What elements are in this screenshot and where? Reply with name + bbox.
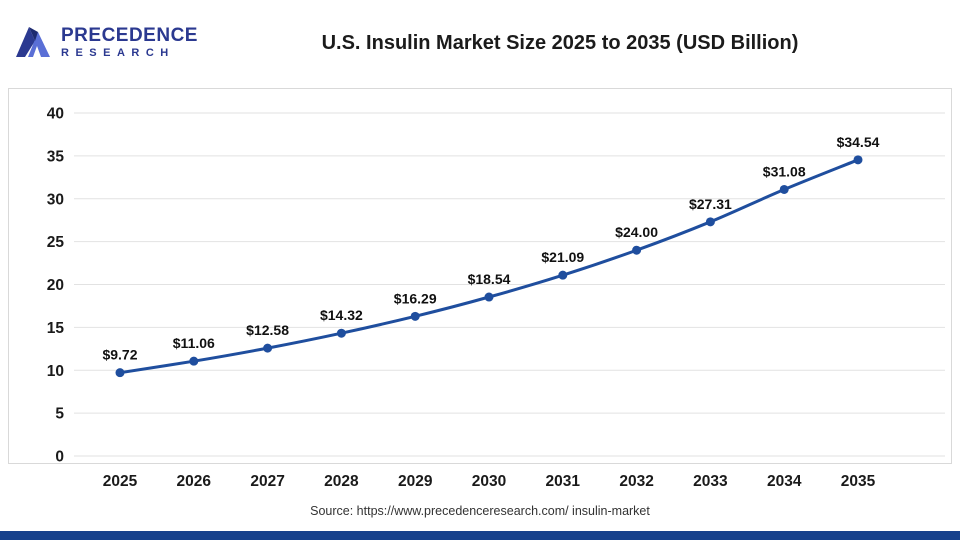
data-point-marker (779, 184, 789, 194)
y-axis-label: 15 (47, 320, 65, 337)
x-axis-label: 2035 (841, 473, 876, 490)
bottom-accent-bar (0, 531, 960, 540)
x-axis-label: 2031 (546, 473, 581, 490)
data-point-label: $18.54 (468, 271, 511, 287)
x-axis-label: 2028 (324, 473, 359, 490)
y-axis-label: 0 (55, 449, 64, 466)
y-axis-label: 30 (47, 191, 64, 208)
market-size-line-chart: 0510152025303540$9.722025$11.062026$12.5… (8, 88, 952, 490)
x-axis-label: 2025 (103, 473, 138, 490)
data-point-label: $14.32 (320, 307, 363, 323)
y-axis-label: 20 (47, 277, 64, 294)
x-axis-label: 2029 (398, 473, 433, 490)
logo-mark-icon (16, 27, 50, 57)
series-line (118, 158, 860, 375)
data-point-label: $27.31 (689, 196, 732, 212)
data-point-marker (484, 292, 494, 302)
y-axis-label: 10 (47, 363, 64, 380)
y-axis-label: 35 (47, 148, 65, 165)
x-axis-label: 2026 (177, 473, 212, 490)
logo-text: PRECEDENCE RESEARCH (61, 26, 198, 59)
y-axis-label: 40 (47, 106, 64, 123)
y-axis-label: 25 (47, 234, 65, 251)
data-point-label: $11.06 (173, 335, 215, 351)
x-axis-label: 2032 (619, 473, 653, 490)
y-axis-label: 5 (55, 406, 64, 423)
x-axis-label: 2033 (693, 473, 728, 490)
x-axis-label: 2027 (250, 473, 284, 490)
data-point-marker (853, 155, 863, 165)
plot-border (8, 88, 952, 464)
data-point-label: $21.09 (541, 249, 584, 265)
x-axis-label: 2030 (472, 473, 506, 490)
data-point-marker (705, 217, 715, 227)
data-point-label: $31.08 (763, 163, 806, 179)
data-point-label: $24.00 (615, 224, 658, 240)
data-point-marker (410, 311, 420, 321)
data-point-marker (189, 356, 199, 366)
chart-area: 0 5 10 15 20 25 30 35 40 $9.72 2025 $11.06 2026 $12.5… (8, 88, 952, 500)
precedence-research-logo: PRECEDENCE RESEARCH (14, 23, 214, 63)
data-point-label: $16.29 (394, 290, 437, 306)
logo-line-2: RESEARCH (61, 47, 175, 60)
data-point-marker (336, 328, 346, 338)
data-point-label: $34.54 (837, 134, 880, 150)
data-point-marker (263, 343, 273, 353)
data-point-marker (632, 245, 642, 255)
data-point-marker (115, 368, 125, 378)
data-point-label: $12.58 (246, 322, 289, 338)
data-point-marker (558, 270, 568, 280)
chart-title: U.S. Insulin Market Size 2025 to 2035 (U… (321, 31, 799, 54)
logo-line-1: PRECEDENCE (61, 25, 198, 47)
header: PRECEDENCE RESEARCH U.S. Insulin Market … (0, 0, 960, 86)
source-text: Source: https://www.precedenceresearch.c… (310, 504, 650, 518)
x-axis-label: 2034 (767, 473, 802, 490)
data-point-label: $9.72 (102, 347, 137, 363)
